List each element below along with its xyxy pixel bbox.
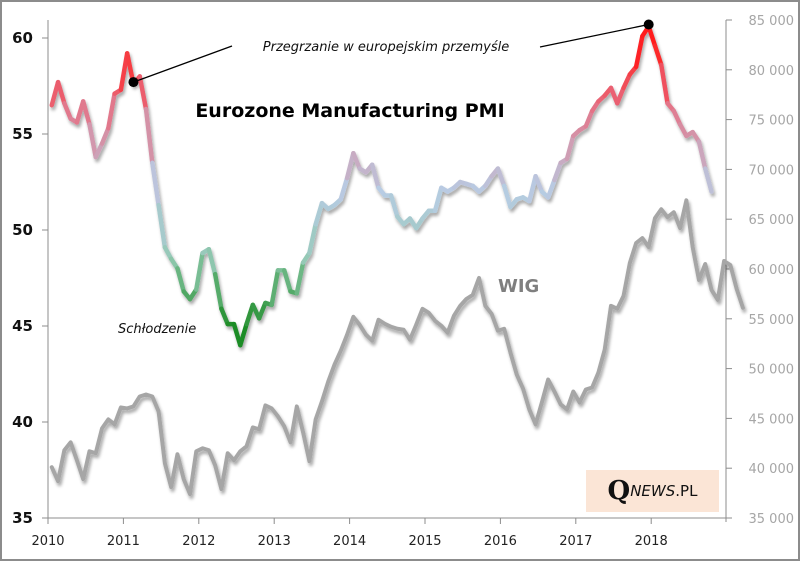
watermark-pl: .PL	[675, 482, 698, 500]
pmi-series-segment	[175, 266, 186, 294]
pmi-series-segment	[143, 106, 155, 166]
pmi-series-segment	[238, 321, 249, 348]
left-axis-tick-label: 45	[12, 317, 33, 335]
right-axis-tick-label: 55 000	[749, 313, 795, 328]
right-axis-tick-label: 75 000	[749, 114, 795, 129]
pmi-series-segment	[527, 173, 538, 204]
pmi-series-segment	[495, 166, 507, 189]
pmi-series-segment	[93, 141, 105, 160]
right-axis-tick-label: 45 000	[749, 412, 795, 427]
pmi-series-segment	[501, 183, 513, 210]
pmi-series-segment	[696, 139, 708, 171]
pmi-series-segment	[294, 260, 306, 296]
pmi-series-segment	[212, 271, 224, 311]
pmi-series-segment	[671, 108, 683, 127]
x-axis-tick-label: 2014	[333, 534, 366, 549]
pmi-series-segment	[256, 300, 268, 321]
x-axis-tick-label: 2013	[258, 534, 291, 549]
left-axis-tick-label: 55	[12, 125, 33, 143]
pmi-series-segment	[659, 62, 670, 106]
pmi-series-segment	[206, 246, 218, 277]
pmi-series-segment	[219, 306, 230, 327]
pmi-series-segment	[646, 24, 658, 48]
annotation-leader-line	[133, 45, 233, 83]
pmi-series-segment	[388, 193, 400, 219]
x-axis-tick-label: 2017	[559, 534, 592, 549]
annotation-cooling: Schłodzenie	[118, 322, 196, 337]
qnews-watermark: Q NEWS .PL	[586, 470, 719, 512]
pmi-series-segment	[621, 72, 633, 91]
pmi-series-segment	[369, 162, 381, 191]
left-axis-tick-label: 40	[12, 413, 33, 431]
x-axis-tick-label: 2011	[107, 534, 140, 549]
pmi-series-segment	[55, 79, 67, 106]
pmi-series-segment	[87, 122, 99, 160]
left-axis-tick-label: 50	[12, 221, 33, 239]
wig-series-label: WIG	[498, 276, 539, 297]
pmi-series-segment	[307, 221, 318, 256]
pmi-series-segment	[615, 85, 626, 106]
x-axis-tick-label: 2010	[31, 534, 64, 549]
annotation-overheating: Przegrzanie w europejskim przemyśle	[263, 40, 509, 55]
left-axis-tick-label: 35	[12, 509, 33, 527]
peak-marker	[643, 19, 654, 30]
pmi-series-segment	[533, 173, 545, 194]
pmi-series-segment	[137, 74, 149, 112]
right-axis-tick-label: 65 000	[749, 213, 795, 228]
pmi-series-segment	[344, 150, 356, 181]
pmi-series-segment	[702, 166, 714, 194]
pmi-series-segment	[564, 133, 576, 162]
pmi-series-segment	[156, 202, 168, 250]
watermark-news: NEWS	[630, 482, 676, 500]
peak-marker	[128, 77, 139, 88]
wig-series-line	[49, 198, 745, 497]
right-axis-tick-label: 70 000	[749, 163, 795, 178]
pmi-series-segment	[313, 200, 325, 227]
pmi-series-segment	[282, 268, 293, 294]
right-axis-tick-label: 80 000	[749, 64, 795, 79]
pmi-series-segment	[583, 108, 595, 129]
pmi-series-segment	[269, 268, 281, 308]
pmi-series-segment	[194, 250, 205, 292]
x-axis-tick-label: 2018	[635, 534, 668, 549]
pmi-series-segment	[106, 91, 117, 131]
pmi-series-segment	[652, 43, 664, 68]
right-axis-tick-label: 40 000	[749, 462, 795, 477]
pmi-series-segment	[150, 160, 161, 208]
x-axis-tick-label: 2012	[182, 534, 215, 549]
annotation-leader-line	[539, 23, 649, 48]
right-axis-tick-label: 35 000	[749, 512, 795, 527]
left-axis-tick-label: 60	[12, 29, 33, 47]
right-axis-tick-label: 85 000	[749, 14, 795, 29]
pmi-series-segment	[545, 177, 557, 200]
right-axis-tick-label: 50 000	[749, 363, 795, 378]
pmi-series-segment	[338, 175, 350, 202]
pmi-series-segment	[62, 101, 73, 121]
pmi-series-segment	[351, 150, 362, 171]
x-axis-tick-label: 2015	[408, 534, 441, 549]
chart-title: Eurozone Manufacturing PMI	[195, 100, 504, 122]
pmi-series-segment	[99, 125, 111, 146]
pmi-series-segment	[80, 99, 92, 127]
right-axis-tick-label: 60 000	[749, 263, 795, 278]
pmi-series-segment	[432, 185, 444, 214]
pmi-series-segment	[552, 160, 563, 183]
x-axis-tick-label: 2016	[484, 534, 517, 549]
watermark-q: Q	[607, 476, 631, 506]
pmi-series-segment	[244, 302, 256, 327]
pmi-series-segment	[633, 33, 645, 70]
